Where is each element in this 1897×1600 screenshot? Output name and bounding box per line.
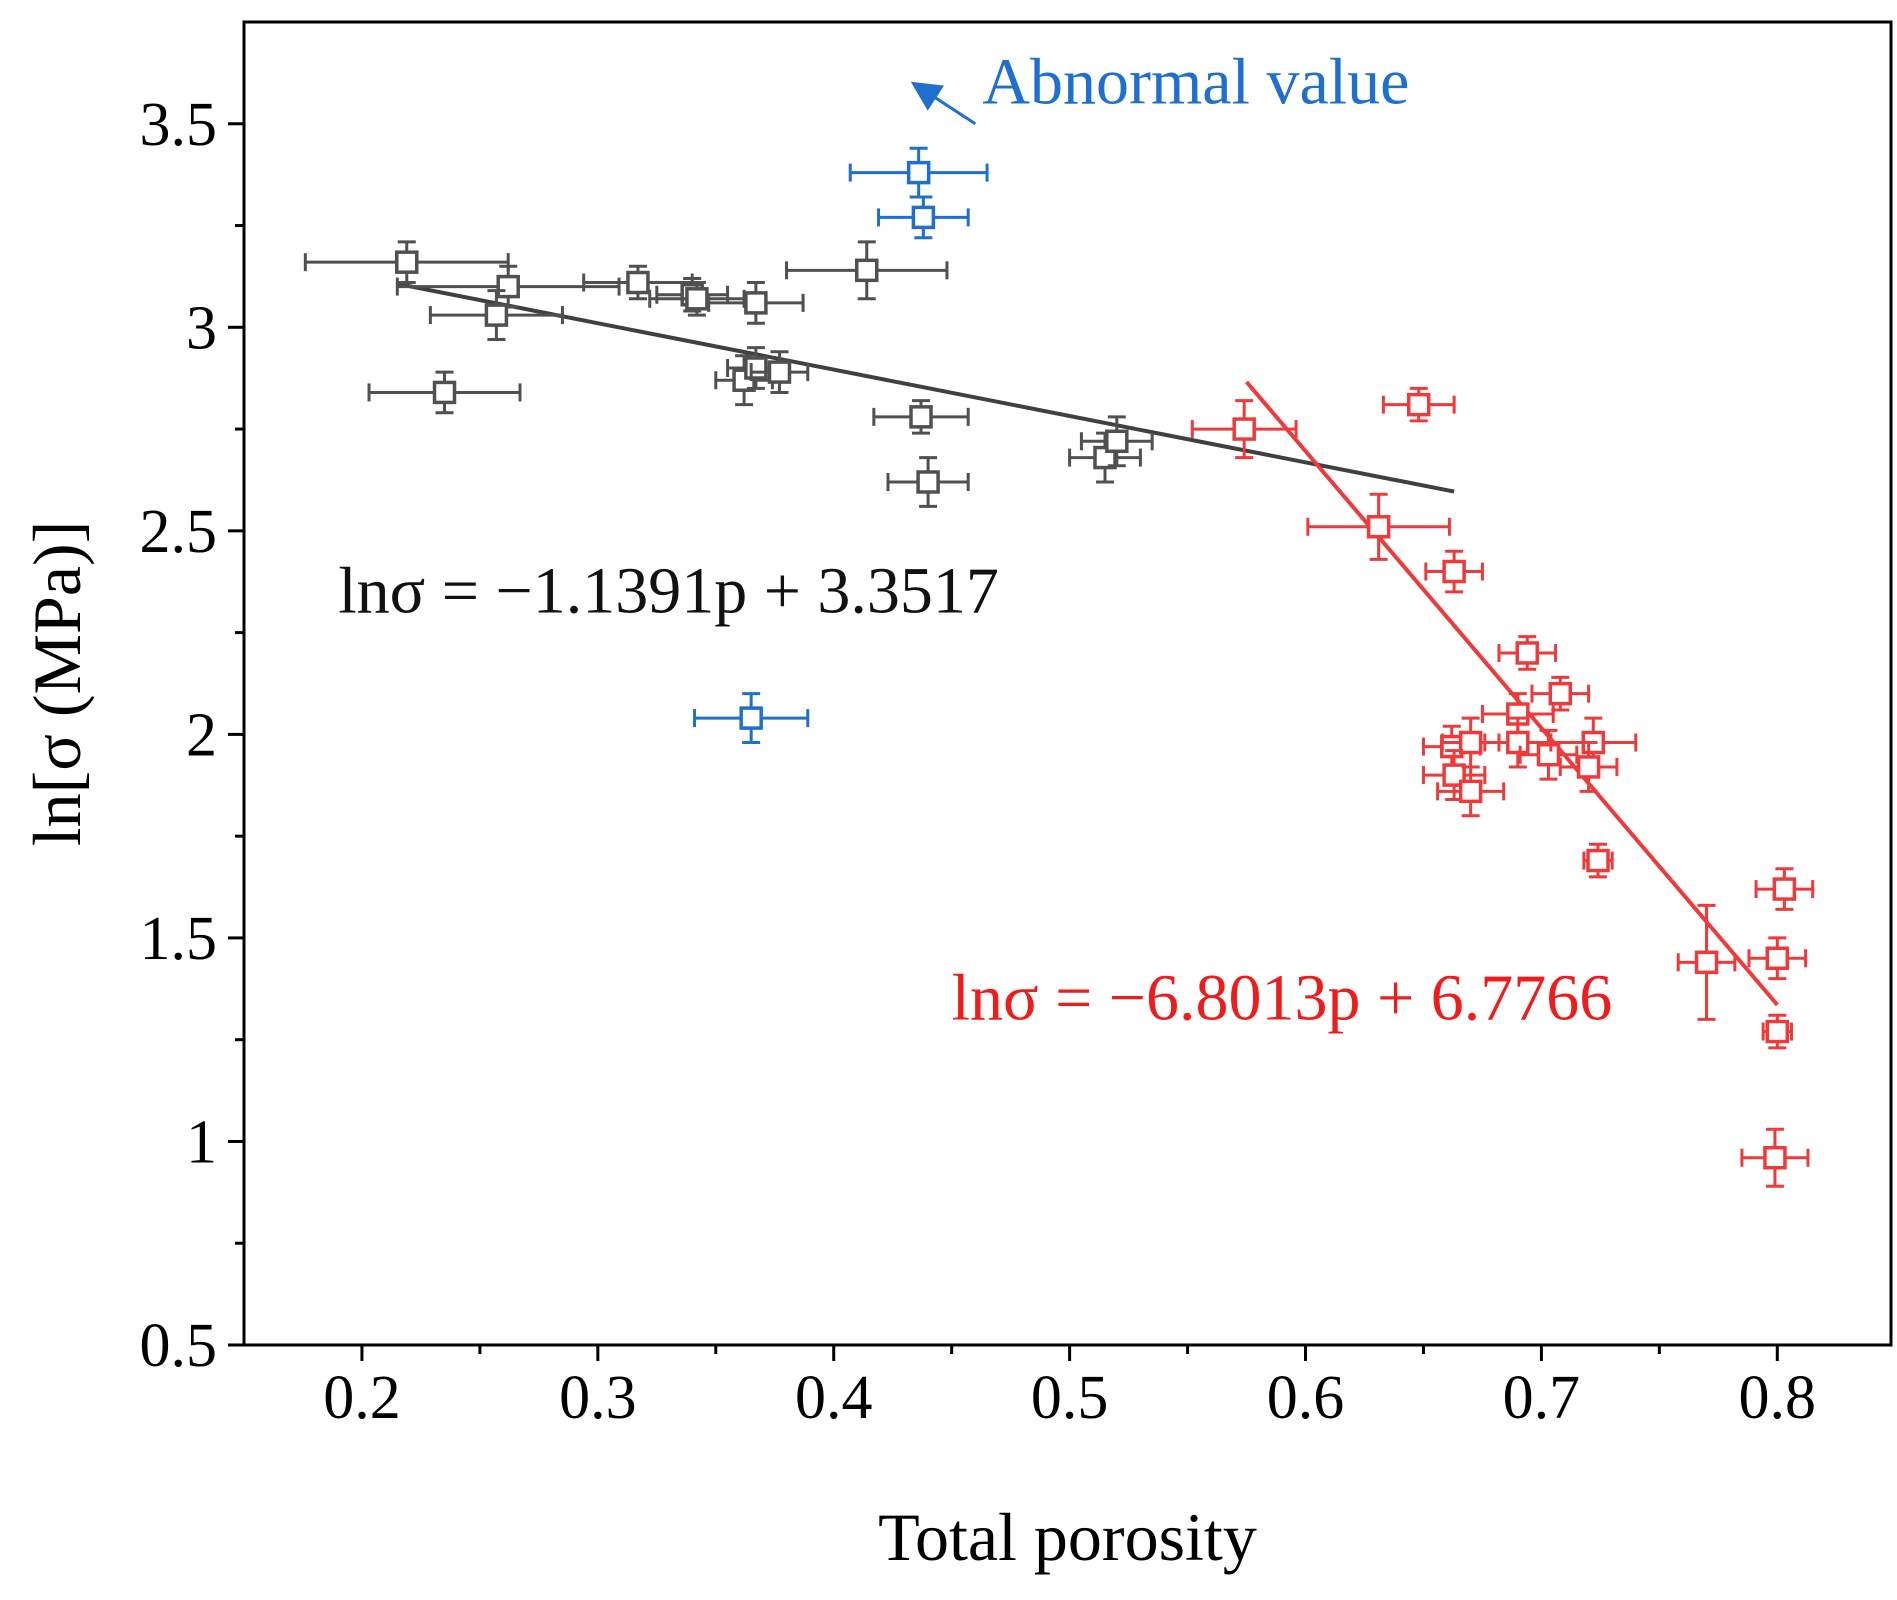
marker-square bbox=[1538, 745, 1558, 765]
high-porosity-point bbox=[1742, 1129, 1808, 1186]
abnormal-value-label: Abnormal value bbox=[982, 45, 1409, 118]
high-porosity-point bbox=[1756, 869, 1813, 910]
marker-square bbox=[746, 293, 766, 313]
marker-square bbox=[1508, 733, 1528, 753]
marker-square bbox=[911, 407, 931, 427]
marker-square bbox=[1461, 781, 1481, 801]
marker-square bbox=[909, 163, 929, 183]
marker-square bbox=[486, 305, 506, 325]
marker-square bbox=[1369, 517, 1389, 537]
marker-square bbox=[628, 273, 648, 293]
high-porosity-point bbox=[1763, 1015, 1791, 1048]
marker-square bbox=[1444, 562, 1464, 582]
x-tick-label: 0.8 bbox=[1739, 1364, 1817, 1432]
marker-square bbox=[746, 358, 766, 378]
marker-square bbox=[1767, 1022, 1787, 1042]
low-porosity-point bbox=[369, 372, 520, 413]
marker-square bbox=[435, 382, 455, 402]
low-porosity-point bbox=[874, 401, 968, 434]
abnormal-arrow bbox=[916, 85, 975, 124]
marker-square bbox=[1767, 948, 1787, 968]
high-porosity-point bbox=[1560, 743, 1617, 792]
high-porosity-point bbox=[1308, 494, 1450, 559]
y-tick-label: 1.5 bbox=[140, 905, 218, 973]
low-porosity-point bbox=[787, 242, 947, 299]
marker-square bbox=[918, 472, 938, 492]
marker-square bbox=[741, 708, 761, 728]
marker-square bbox=[1550, 684, 1570, 704]
low-fit-equation: lnσ = −1.1391p + 3.3517 bbox=[338, 554, 999, 627]
plot-frame bbox=[244, 22, 1891, 1345]
marker-square bbox=[1461, 733, 1481, 753]
marker-square bbox=[1697, 952, 1717, 972]
high-porosity-point bbox=[1192, 401, 1296, 458]
marker-square bbox=[857, 260, 877, 280]
low-porosity-point bbox=[430, 291, 562, 340]
y-tick-label: 2 bbox=[186, 701, 217, 769]
marker-square bbox=[1517, 643, 1537, 663]
high-porosity-point bbox=[1678, 905, 1735, 1019]
x-tick-label: 0.3 bbox=[559, 1364, 637, 1432]
marker-square bbox=[1588, 851, 1608, 871]
marker-square bbox=[498, 277, 518, 297]
marker-square bbox=[1442, 737, 1462, 757]
x-tick-label: 0.4 bbox=[795, 1364, 873, 1432]
marker-square bbox=[397, 252, 417, 272]
y-tick-label: 3 bbox=[186, 294, 217, 362]
x-tick-label: 0.7 bbox=[1503, 1364, 1581, 1432]
high-porosity-point bbox=[1426, 551, 1483, 592]
marker-square bbox=[1774, 879, 1794, 899]
marker-square bbox=[1765, 1148, 1785, 1168]
y-tick-label: 3.5 bbox=[140, 91, 218, 159]
y-tick-label: 0.5 bbox=[140, 1312, 218, 1380]
marker-square bbox=[913, 207, 933, 227]
scatter-chart: 0.2 0.3 0.4 0.5 0.6 0.7 0.8 0.5 1 1.5 2 2.5 3 3.5 Tot… bbox=[0, 0, 1897, 1595]
high-porosity-point bbox=[1383, 388, 1454, 421]
low-porosity-point bbox=[888, 458, 968, 507]
low-porosity-point bbox=[397, 266, 619, 307]
x-tick-label: 0.5 bbox=[1031, 1364, 1109, 1432]
low-porosity-point bbox=[305, 242, 508, 283]
x-tick-label: 0.2 bbox=[323, 1364, 401, 1432]
y-tick-label: 1 bbox=[186, 1108, 217, 1176]
abnormal-point bbox=[879, 197, 969, 238]
high-porosity-point bbox=[1532, 677, 1589, 710]
y-axis-label: ln[σ (MPa)] bbox=[19, 521, 95, 847]
marker-square bbox=[1107, 431, 1127, 451]
high-porosity-point bbox=[1749, 938, 1806, 979]
low-porosity-point bbox=[650, 283, 744, 316]
marker-square bbox=[687, 289, 707, 309]
chart-root: 0.2 0.3 0.4 0.5 0.6 0.7 0.8 0.5 1 1.5 2 2.5 3 3.5 Tot… bbox=[0, 0, 1897, 1595]
marker-square bbox=[1579, 757, 1599, 777]
high-porosity-point bbox=[1499, 637, 1556, 670]
marker-square bbox=[769, 362, 789, 382]
marker-square bbox=[1234, 419, 1254, 439]
abnormal-point bbox=[695, 694, 808, 743]
low-porosity-point bbox=[709, 283, 803, 324]
x-tick-label: 0.6 bbox=[1267, 1364, 1345, 1432]
high-porosity-point bbox=[1584, 844, 1612, 877]
high-fit-equation: lnσ = −6.8013p + 6.7766 bbox=[952, 961, 1613, 1034]
marker-square bbox=[1409, 395, 1429, 415]
x-axis-label: Total porosity bbox=[878, 1499, 1257, 1575]
abnormal-point bbox=[850, 148, 987, 197]
y-tick-label: 2.5 bbox=[140, 498, 218, 566]
